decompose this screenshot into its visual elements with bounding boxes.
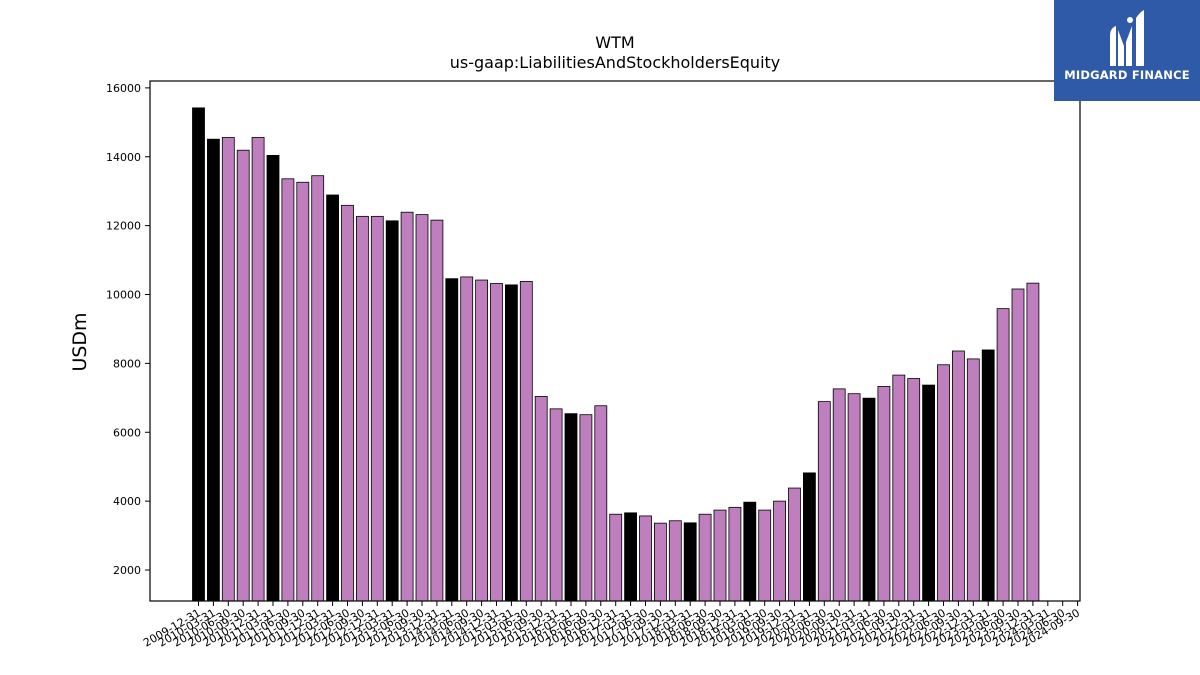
bar-2017-09-30 (654, 522, 667, 602)
bar-2017-12-31 (668, 520, 682, 602)
bar-2010-09-30 (236, 149, 250, 602)
chart-subtitle: us-gaap:LiabilitiesAndStockholdersEquity (450, 53, 781, 72)
bar-2010-12-31 (251, 137, 265, 602)
bar-2019-09-30 (773, 500, 786, 602)
bar-2021-12-31 (907, 378, 921, 602)
bar-2016-12-31 (609, 513, 623, 602)
bar-2011-12-31 (311, 175, 325, 602)
bar-2015-03-31 (504, 284, 518, 602)
bar-2022-06-30 (937, 364, 950, 602)
plot-frame (149, 80, 1081, 602)
bar-2012-06-30 (341, 204, 354, 602)
y-tick-label: 4000 (113, 495, 141, 508)
bar-2015-09-30 (534, 396, 548, 602)
logo-text: MIDGARD FINANCE (1064, 68, 1190, 82)
bar-2016-06-30 (579, 414, 593, 602)
y-tick-label: 6000 (113, 426, 141, 439)
bar-2019-12-31 (788, 487, 801, 602)
y-axis-ticks: 2000 4000 6000 8000 10000 12000 14000 16000 (106, 82, 150, 577)
bar-2018-06-30 (698, 513, 712, 602)
bar-2020-06-30 (817, 401, 831, 602)
bar-2011-03-31 (266, 154, 280, 602)
bar-2022-12-31 (966, 358, 980, 602)
bar-2009-12-31 (192, 107, 205, 602)
bar-2014-06-30 (460, 276, 474, 602)
midgard-logo-icon (1110, 10, 1144, 66)
bar-2013-06-30 (400, 211, 414, 602)
bar-2018-03-31 (683, 522, 697, 602)
bar-2017-03-31 (624, 512, 637, 602)
bar-2023-12-31 (1026, 282, 1040, 602)
bar-2013-09-30 (415, 214, 429, 602)
bar-2023-03-31 (981, 349, 995, 602)
y-tick-label: 16000 (106, 82, 141, 95)
bar-2022-03-31 (922, 384, 935, 602)
bar-2022-09-30 (952, 350, 965, 602)
bar-2023-09-30 (1011, 288, 1025, 602)
bar-2016-03-31 (564, 413, 578, 602)
y-tick-label: 8000 (113, 357, 141, 370)
bar-2016-09-30 (594, 405, 608, 602)
bar-2021-03-31 (862, 397, 876, 602)
bar-2012-12-31 (370, 215, 384, 602)
bars (192, 107, 1040, 602)
bar-2012-03-31 (326, 194, 340, 602)
bar-2018-09-30 (713, 509, 727, 602)
bar-2011-06-30 (281, 178, 295, 602)
bar-2013-12-31 (430, 219, 444, 602)
bar-2023-06-30 (996, 308, 1010, 602)
bar-2020-12-31 (847, 393, 861, 602)
bar-2010-06-30 (221, 137, 235, 602)
y-axis-label: USDm (69, 312, 91, 371)
x-axis-ticks: 2009-12-312010-03-312010-06-302010-09-30… (141, 601, 1082, 650)
brand-logo: MIDGARD FINANCE (1054, 0, 1200, 101)
bar-2019-03-31 (743, 501, 757, 602)
bar-2019-06-30 (758, 509, 772, 602)
bar-2010-03-31 (206, 138, 220, 602)
bar-2021-09-30 (892, 374, 906, 602)
y-tick-label: 2000 (113, 564, 141, 577)
bar-2013-03-31 (385, 220, 399, 602)
bar-2021-06-30 (877, 386, 891, 602)
bar-2014-03-31 (445, 278, 459, 602)
y-tick-label: 14000 (106, 151, 141, 164)
bar-2020-09-30 (832, 388, 846, 602)
bar-2018-12-31 (728, 506, 742, 602)
bar-2015-06-30 (519, 281, 533, 602)
y-tick-label: 12000 (106, 220, 141, 233)
bar-2012-09-30 (355, 215, 369, 602)
bar-2017-06-30 (639, 515, 652, 602)
bar-2020-03-31 (803, 472, 816, 602)
bar-2014-09-30 (475, 279, 489, 602)
bar-2014-12-31 (490, 283, 503, 602)
bar-2015-12-31 (549, 408, 563, 602)
bar-2011-09-30 (296, 181, 310, 602)
y-tick-label: 10000 (106, 289, 141, 302)
chart-title: WTM (595, 33, 634, 52)
